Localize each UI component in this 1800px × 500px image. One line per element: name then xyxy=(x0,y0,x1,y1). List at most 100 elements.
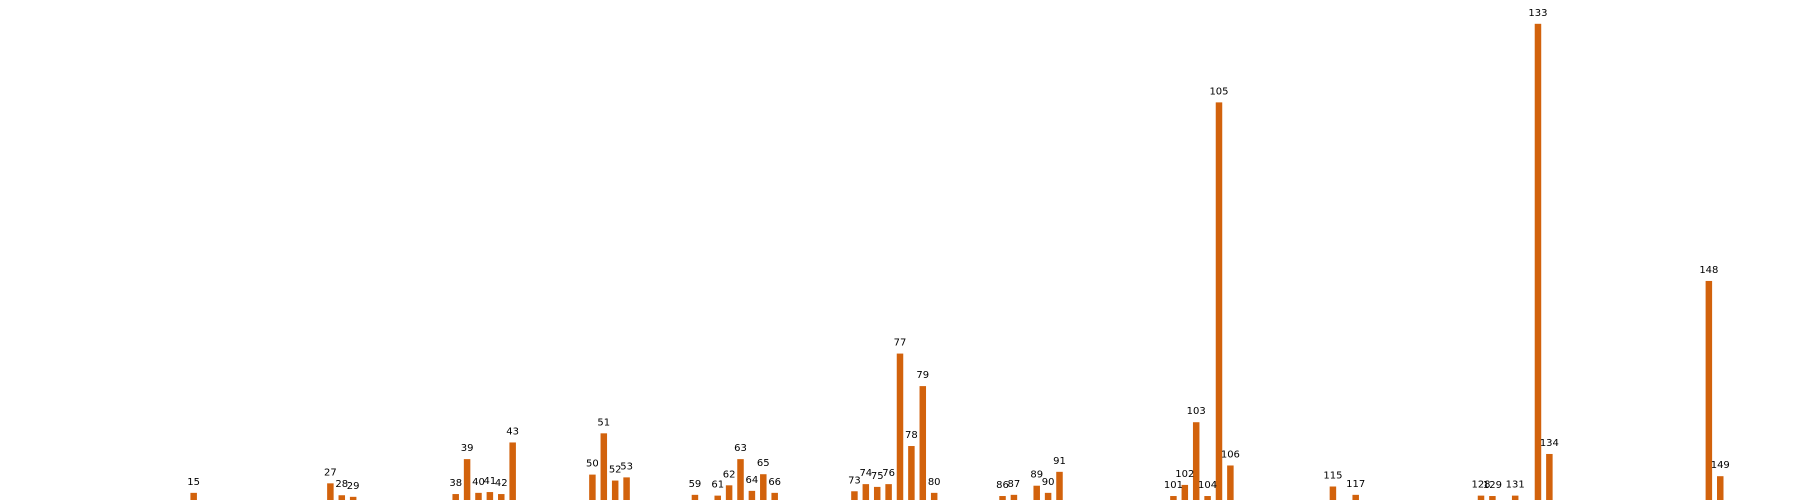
bar-64 xyxy=(748,490,756,500)
bar-label-63: 63 xyxy=(734,443,747,454)
bar-label-78: 78 xyxy=(905,430,918,441)
bar-104 xyxy=(1204,496,1211,500)
bar-label-38: 38 xyxy=(449,478,462,489)
bar-label-28: 28 xyxy=(335,479,348,490)
bar-50 xyxy=(589,474,596,500)
bar-52 xyxy=(611,480,619,500)
bar-label-75: 75 xyxy=(871,471,884,482)
bar-66 xyxy=(771,492,778,500)
bar-59 xyxy=(691,494,699,500)
bar-label-128: 128 xyxy=(1471,480,1490,491)
bar-86 xyxy=(999,496,1006,500)
bar-label-59: 59 xyxy=(689,479,702,490)
bar-label-41: 41 xyxy=(484,476,497,487)
bar-38 xyxy=(452,494,459,500)
bar-89 xyxy=(1033,485,1040,500)
bar-label-77: 77 xyxy=(894,338,907,349)
bar-102 xyxy=(1181,484,1189,500)
bar-51 xyxy=(600,433,608,500)
bar-label-103: 103 xyxy=(1187,406,1206,417)
bar-42 xyxy=(498,494,505,500)
bar-128 xyxy=(1477,495,1485,500)
bar-label-86: 86 xyxy=(996,480,1009,491)
bar-75 xyxy=(873,486,881,500)
bar-label-91: 91 xyxy=(1053,456,1066,467)
bar-label-87: 87 xyxy=(1008,479,1021,490)
bar-label-101: 101 xyxy=(1164,480,1183,491)
bar-label-52: 52 xyxy=(609,465,622,476)
bar-label-51: 51 xyxy=(597,417,610,428)
bar-label-80: 80 xyxy=(928,477,941,488)
bar-101 xyxy=(1170,496,1177,500)
bar-39 xyxy=(463,459,471,500)
bar-87 xyxy=(1010,494,1018,500)
bar-15 xyxy=(190,492,197,500)
bar-label-148: 148 xyxy=(1699,265,1718,276)
bar-28 xyxy=(338,495,346,500)
bar-label-89: 89 xyxy=(1030,470,1043,481)
bar-label-65: 65 xyxy=(757,458,770,469)
bar-label-76: 76 xyxy=(882,468,895,479)
bar-label-133: 133 xyxy=(1528,8,1547,19)
bar-label-40: 40 xyxy=(472,477,485,488)
bar-91 xyxy=(1056,471,1063,500)
bar-77 xyxy=(896,353,904,500)
bar-label-115: 115 xyxy=(1323,471,1342,482)
bar-label-53: 53 xyxy=(620,461,633,472)
bar-131 xyxy=(1511,495,1519,500)
bar-115 xyxy=(1329,486,1337,500)
bar-80 xyxy=(930,492,938,500)
bar-105 xyxy=(1215,102,1223,500)
bar-label-102: 102 xyxy=(1175,469,1194,480)
bar-65 xyxy=(760,474,767,500)
bar-79 xyxy=(919,386,927,500)
bar-27 xyxy=(327,483,334,500)
bar-label-43: 43 xyxy=(506,426,519,437)
bar-103 xyxy=(1192,422,1200,500)
bar-label-42: 42 xyxy=(495,478,508,489)
bar-label-39: 39 xyxy=(461,443,474,454)
bar-label-106: 106 xyxy=(1221,449,1240,460)
bar-73 xyxy=(851,491,858,500)
bar-62 xyxy=(725,485,733,500)
bar-label-66: 66 xyxy=(768,477,781,488)
bar-label-62: 62 xyxy=(723,469,736,480)
bar-61 xyxy=(714,495,721,500)
bar-43 xyxy=(509,442,516,500)
bar-40 xyxy=(475,492,482,500)
bar-63 xyxy=(737,459,744,500)
bar-label-129: 129 xyxy=(1483,480,1502,491)
bar-148 xyxy=(1705,280,1713,500)
bar-label-15: 15 xyxy=(187,477,200,488)
bar-label-79: 79 xyxy=(916,370,929,381)
bar-78 xyxy=(908,446,915,500)
bar-134 xyxy=(1546,453,1553,500)
bar-label-134: 134 xyxy=(1540,438,1559,449)
bar-label-27: 27 xyxy=(324,467,337,478)
bar-29 xyxy=(349,496,357,500)
bar-label-149: 149 xyxy=(1711,460,1730,471)
bar-149 xyxy=(1717,476,1724,500)
bar-133 xyxy=(1534,23,1542,500)
bar-129 xyxy=(1489,496,1496,500)
bar-label-104: 104 xyxy=(1198,480,1217,491)
bar-106 xyxy=(1227,465,1234,500)
bar-label-131: 131 xyxy=(1506,480,1525,491)
bar-label-29: 29 xyxy=(347,481,360,492)
bar-41 xyxy=(486,492,494,500)
bar-90 xyxy=(1044,492,1052,500)
bar-label-73: 73 xyxy=(848,475,861,486)
bars-group xyxy=(190,23,1724,500)
bar-76 xyxy=(885,484,892,500)
bar-label-74: 74 xyxy=(859,468,872,479)
bar-label-61: 61 xyxy=(711,480,724,491)
bar-label-105: 105 xyxy=(1209,86,1228,97)
bar-label-50: 50 xyxy=(586,459,599,470)
bar-label-90: 90 xyxy=(1042,477,1055,488)
bar-label-64: 64 xyxy=(746,475,759,486)
bar-label-117: 117 xyxy=(1346,479,1365,490)
bar-117 xyxy=(1352,494,1359,500)
bar-53 xyxy=(623,477,630,500)
